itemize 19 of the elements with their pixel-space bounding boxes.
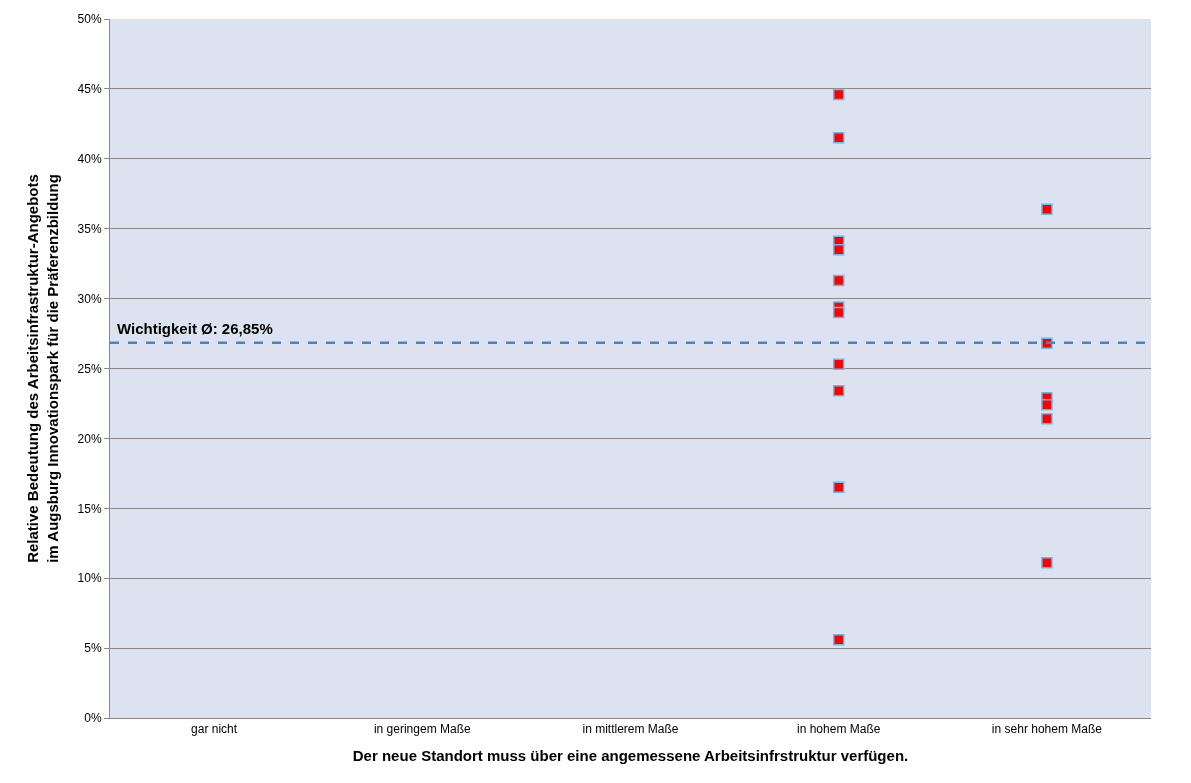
y-tick-label: 40%	[77, 152, 102, 166]
x-tick-label: in geringem Maße	[373, 722, 471, 737]
x-tick-label: in sehr hohem Maße	[991, 722, 1103, 737]
y-tick-label: 35%	[77, 221, 102, 236]
y-tick-label: 5%	[84, 641, 102, 656]
y-tick-label: 45%	[77, 82, 102, 97]
y-tick-label: 50%	[77, 12, 102, 27]
y-tick-label: 15%	[77, 501, 102, 516]
y-tick-label: 0%	[84, 711, 102, 726]
y-axis-title: Relative Bedeutung des Arbeitsinfrastruktur-Angebots im Augsburg Innovationspark für die Präferenzbildung	[24, 174, 61, 563]
x-tick-label: in mittlerem Maße	[582, 722, 679, 737]
y-tick-label: 10%	[77, 571, 102, 586]
y-tick-label: 25%	[77, 361, 102, 376]
y-tick-label: 30%	[77, 291, 102, 306]
ref-line-label: Wichtigkeit Ø: 26,85%	[117, 320, 273, 337]
x-axis-title: Der neue Standort muss über eine angemessene Arbeitsinfrstruktur verfügen.	[352, 747, 909, 765]
x-tick-label: gar nicht	[191, 722, 238, 737]
y-tick-label: 20%	[77, 431, 102, 446]
x-tick-label: in hohem Maße	[797, 722, 881, 737]
